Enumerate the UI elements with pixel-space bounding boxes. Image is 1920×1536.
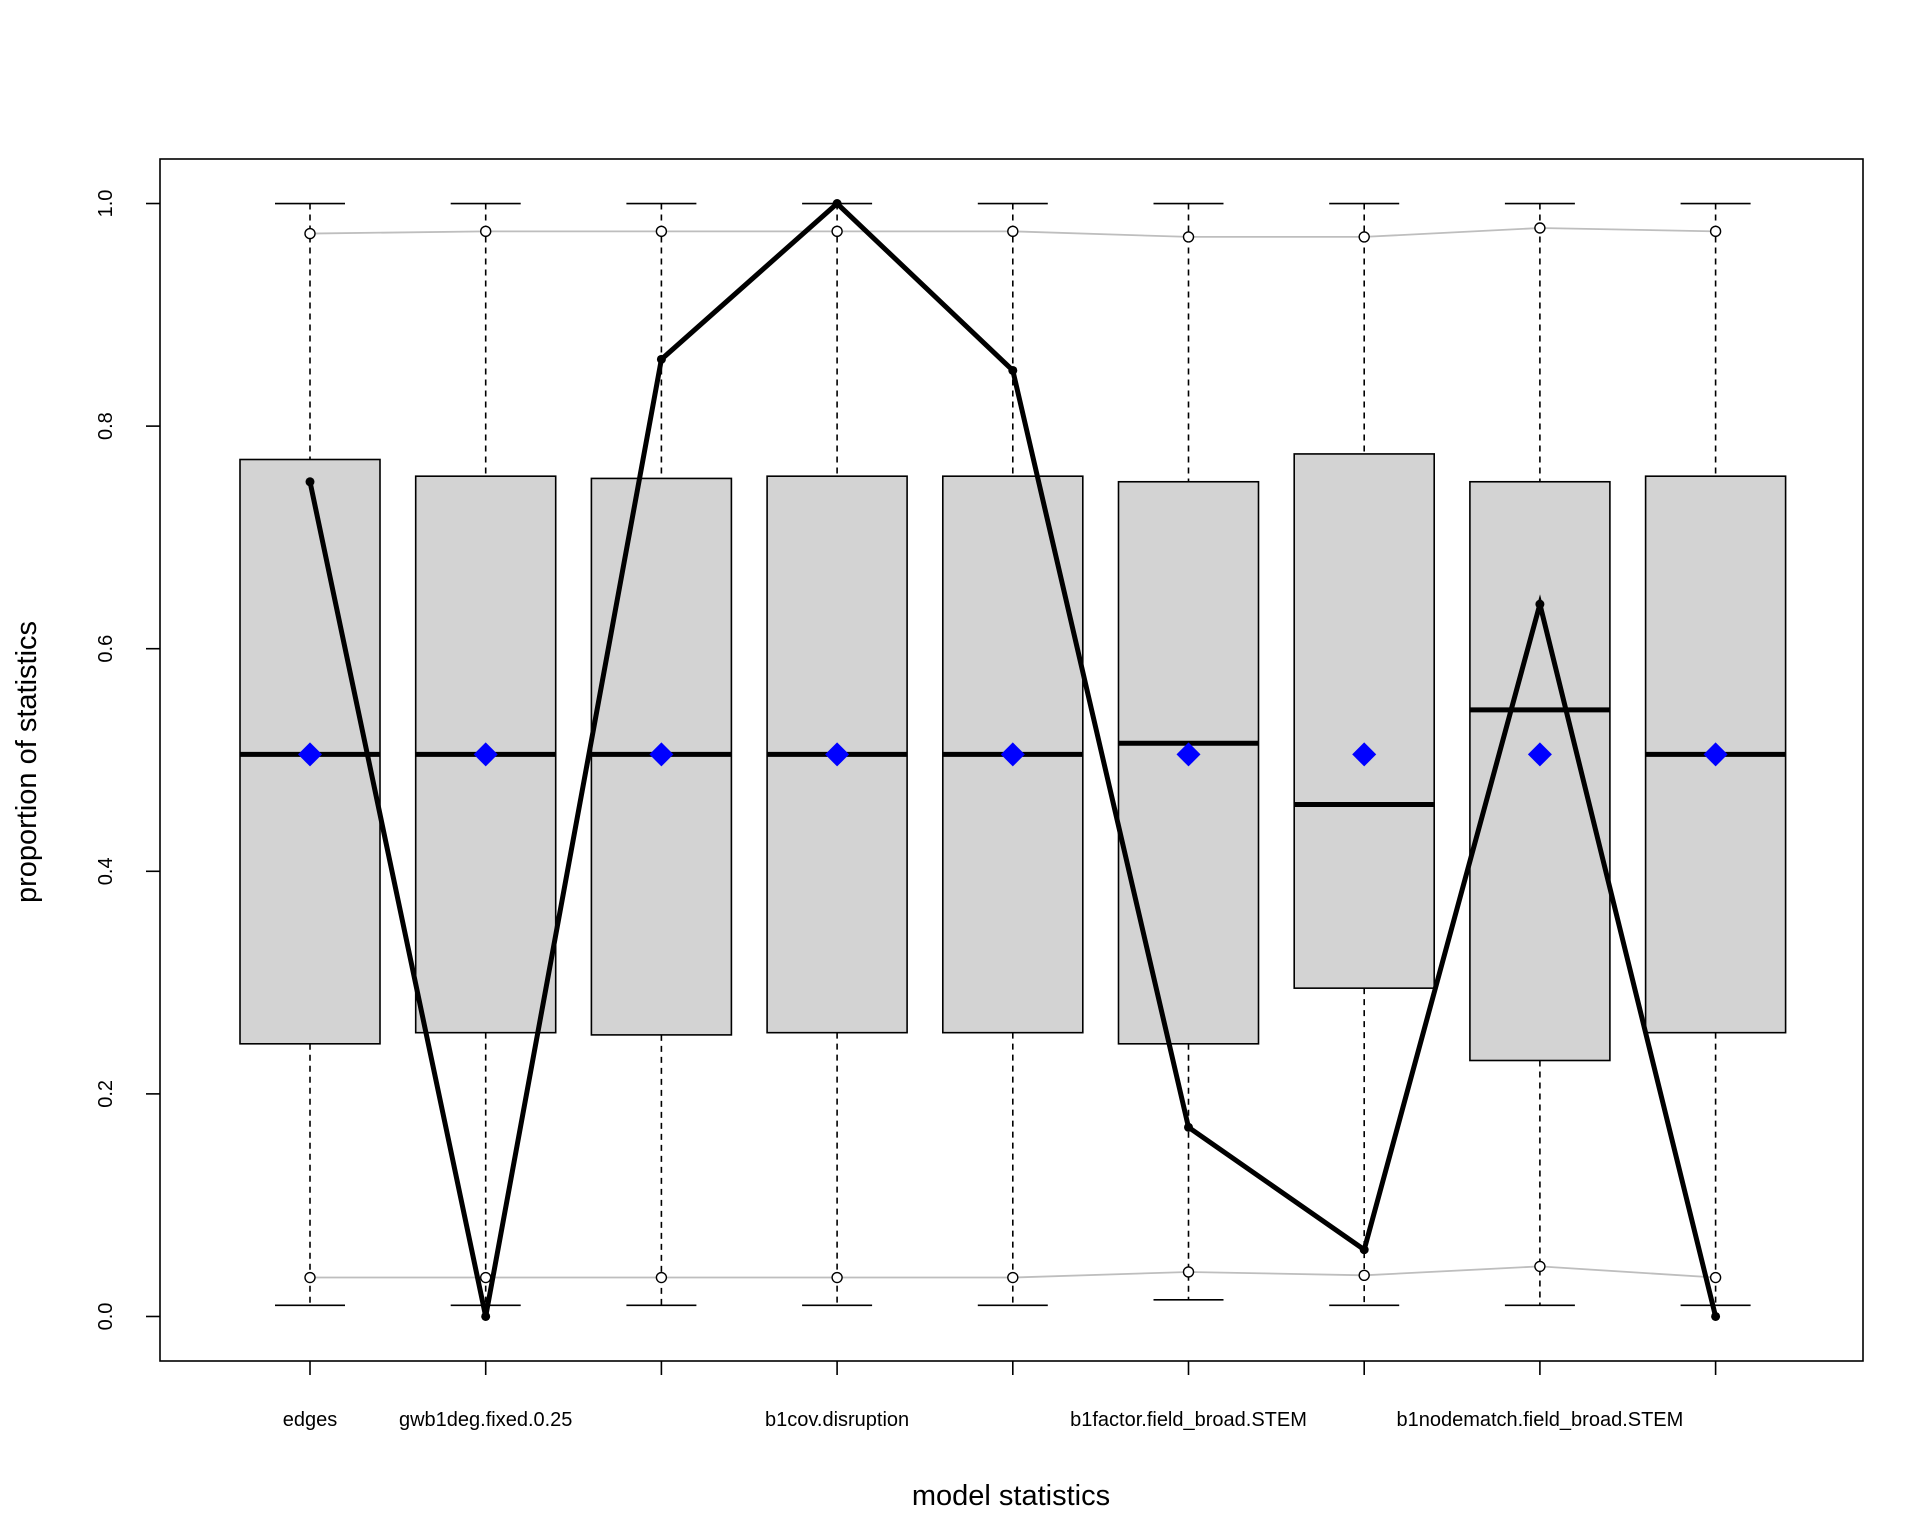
upper-band-point <box>1534 222 1546 234</box>
lower-band-point <box>480 1271 492 1284</box>
x-tick-label: b1nodematch.field_broad.STEM <box>1396 1409 1683 1431</box>
mean-marker <box>825 742 850 767</box>
observed-point <box>832 199 842 209</box>
mean-marker <box>1000 742 1025 767</box>
x-tick-label: gwb1deg.fixed.0.25 <box>399 1409 572 1431</box>
mean-marker <box>1703 742 1728 767</box>
lower-band-point <box>831 1271 843 1284</box>
y-tick-label: 1.0 <box>95 190 117 218</box>
lower-band-point <box>304 1271 316 1284</box>
upper-band-point <box>655 225 668 238</box>
plot-layer: 0.0 0.2 0.4 0.6 0.8 1.0 edges gwb1deg.fixed.0.2… <box>95 158 1864 1431</box>
observed-point <box>1535 599 1545 609</box>
lower-band-point <box>1007 1271 1019 1284</box>
mean-marker <box>649 742 674 767</box>
y-tick-label: 0.6 <box>95 635 117 663</box>
y-tick-label: 0.2 <box>95 1080 117 1108</box>
y-tick-label: 0.0 <box>95 1303 117 1331</box>
upper-band-point <box>831 225 843 238</box>
lower-band-point <box>1182 1266 1195 1278</box>
upper-band-point <box>304 227 316 240</box>
mean-marker <box>298 742 322 767</box>
lower-band-point <box>1534 1260 1546 1273</box>
lower-band-point <box>1709 1271 1722 1284</box>
observed-point <box>1184 1122 1193 1132</box>
observed-point <box>1711 1311 1721 1321</box>
box-iqr <box>1293 453 1435 989</box>
mean-marker <box>1176 742 1201 767</box>
upper-band-point <box>1709 225 1722 238</box>
upper-band-point <box>1358 231 1370 243</box>
observed-point <box>656 354 666 364</box>
plot-frame <box>159 158 1864 1362</box>
lower-band-point <box>1358 1269 1370 1282</box>
box-6 <box>1293 202 1435 1307</box>
x-axis-title: model statistics <box>912 1480 1110 1512</box>
mean-marker <box>473 742 498 767</box>
observed-point <box>1359 1245 1369 1255</box>
mean-marker <box>1352 742 1377 767</box>
upper-band-point <box>480 225 492 238</box>
mean-marker <box>1527 742 1552 767</box>
x-tick-label: edges <box>283 1409 338 1431</box>
upper-band-point <box>1007 225 1019 238</box>
upper-band-point <box>1182 231 1195 243</box>
x-tick-label: b1cov.disruption <box>765 1409 909 1431</box>
y-tick-label: 0.4 <box>95 857 117 885</box>
observed-point <box>1008 365 1018 375</box>
observed-point <box>305 477 315 487</box>
observed-point <box>481 1311 491 1321</box>
x-tick-label: b1factor.field_broad.STEM <box>1070 1409 1307 1431</box>
box-iqr <box>1469 480 1611 1062</box>
y-tick-label: 0.8 <box>95 412 117 440</box>
lower-band-point <box>655 1271 668 1284</box>
y-axis-title: proportion of statistics <box>11 621 43 903</box>
